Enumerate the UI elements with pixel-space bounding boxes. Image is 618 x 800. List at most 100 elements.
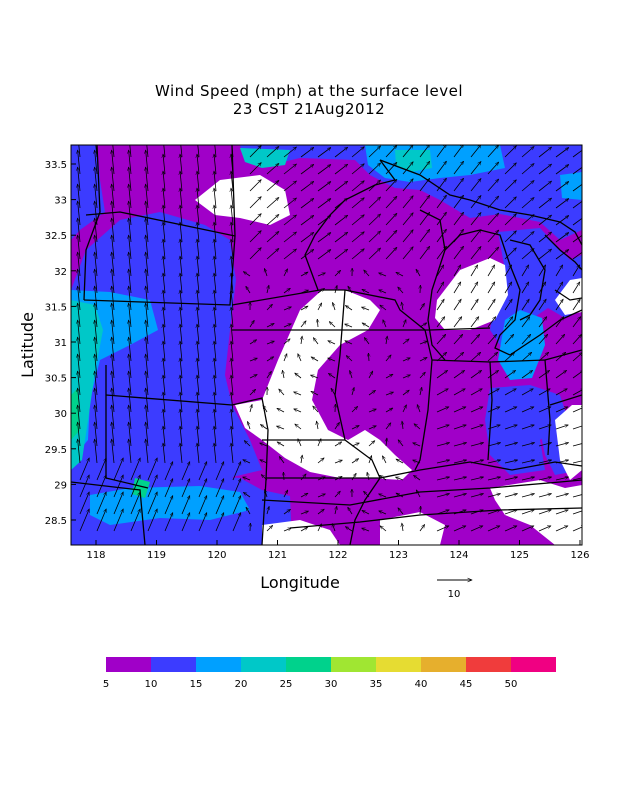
color-bar-label: 25 [280, 679, 293, 690]
wind-vector [368, 180, 381, 192]
wind-vector [453, 161, 464, 175]
boundary-mississippi [334, 289, 381, 545]
wind-vector [385, 247, 397, 260]
wind-vector [244, 441, 251, 447]
wind-vector [538, 282, 547, 294]
wind-vector [130, 509, 141, 532]
wind-vector [572, 183, 582, 192]
wind-vector [398, 287, 404, 294]
wind-vector [283, 354, 287, 362]
wind-vector [572, 265, 581, 277]
wind-vector [385, 407, 393, 413]
wind-vector [504, 163, 516, 175]
calm-region-michigan [435, 258, 508, 330]
wind-vector [572, 389, 582, 396]
wind-vector [317, 288, 325, 294]
calm-region-south-central [380, 512, 445, 545]
wind-vector [470, 460, 484, 464]
wind-vector [453, 443, 467, 447]
wind-vector [261, 475, 268, 481]
wind-vector [317, 458, 324, 464]
x-axis-label: Longitude [260, 573, 340, 592]
wind-vector [351, 458, 359, 464]
wind-vector [555, 233, 569, 243]
wind-vector [504, 282, 513, 294]
wind-vector [245, 507, 251, 515]
wind-vector [301, 336, 302, 345]
wind-vector [470, 247, 481, 260]
wind-vector [538, 164, 552, 175]
wind-vector [555, 334, 565, 345]
wind-vector [538, 147, 552, 158]
wind-vector [300, 290, 309, 294]
wind-vector [419, 372, 425, 379]
wind-vector [297, 354, 302, 362]
wind-vector [402, 421, 403, 430]
wind-vector [538, 265, 547, 277]
wind-vector [146, 439, 149, 464]
wind-vector [487, 299, 496, 311]
wind-vector [504, 352, 515, 362]
wind-vector [249, 231, 261, 243]
wind-vector [335, 506, 337, 515]
wind-vector [112, 439, 115, 464]
wind-vector [572, 317, 581, 328]
wind-vector [386, 438, 387, 447]
wind-vector [249, 214, 261, 226]
wind-vector [487, 370, 499, 379]
wind-vector [504, 525, 517, 532]
wind-vector [197, 443, 200, 464]
wind-vector [470, 510, 483, 515]
wind-vector [555, 388, 567, 396]
wind-vector [453, 282, 462, 294]
wind-vector [453, 334, 463, 345]
wind-vector [334, 181, 348, 192]
wind-vector [329, 322, 336, 328]
wind-vector [555, 148, 569, 158]
wind-vector [181, 462, 191, 481]
wind-vector [436, 370, 448, 379]
wind-vector [487, 494, 501, 498]
wind-vector [521, 198, 534, 209]
wind-vector [453, 299, 462, 311]
color-bar-swatch [196, 657, 241, 672]
wind-vector [283, 147, 297, 158]
wind-vector [317, 319, 318, 328]
wind-vectors [78, 145, 582, 532]
wind-vector [538, 388, 550, 396]
wind-vector [419, 246, 430, 260]
boundary-midwest [231, 289, 433, 471]
wind-vector [470, 370, 482, 379]
wind-vector [130, 458, 141, 481]
wind-vector [317, 439, 322, 447]
wind-vector [419, 303, 425, 311]
wind-vector [436, 145, 447, 158]
calm-region-south [262, 520, 340, 545]
wind-vector [419, 229, 430, 243]
y-tick-label: 33 [54, 196, 67, 207]
wind-vector [379, 289, 387, 294]
wind-vector [277, 441, 285, 447]
wind-vector [345, 323, 353, 328]
color-bar-label: 5 [103, 679, 109, 690]
wind-vector [402, 405, 407, 413]
wind-vector [415, 269, 421, 277]
boundary-wv [549, 394, 582, 406]
wind-vector [396, 458, 404, 464]
wind-vector [436, 494, 450, 498]
wind-vector [283, 164, 297, 175]
wind-vector [267, 285, 269, 294]
wind-vector [79, 509, 90, 532]
x-axis: 118 119 120 121 122 123 124 125 126 [86, 540, 590, 561]
color-bar-swatch [331, 657, 376, 672]
wind-vector [300, 181, 314, 192]
wind-vector [521, 334, 531, 345]
calm-region-north [195, 175, 290, 225]
x-tick-label: 119 [147, 550, 166, 561]
wind-vector [147, 492, 158, 515]
color-bar-swatch [106, 657, 151, 672]
contour-10-15-west [71, 212, 262, 490]
wind-vector [504, 443, 518, 447]
wind-vector [368, 425, 376, 430]
color-bar-label: 15 [190, 679, 203, 690]
